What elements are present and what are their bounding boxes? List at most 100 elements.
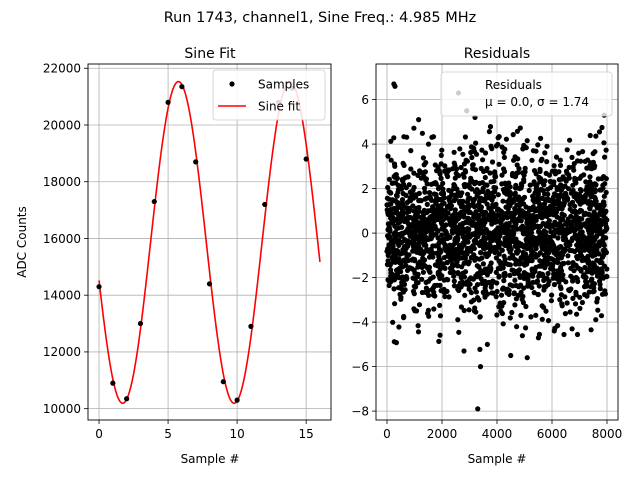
residual-point <box>439 147 445 153</box>
residual-point <box>582 193 588 199</box>
residual-point <box>577 245 584 251</box>
residual-point <box>597 259 603 266</box>
residual-point <box>476 297 482 303</box>
residual-point <box>392 230 398 236</box>
residual-point <box>387 228 393 234</box>
residual-point <box>577 241 583 247</box>
sine-fit-y-axis-label: ADC Counts <box>15 206 29 278</box>
residual-point <box>465 239 471 245</box>
residual-point <box>586 289 592 295</box>
residual-point <box>436 338 442 344</box>
residuals-x-tick-label: 2000 <box>427 427 458 441</box>
residual-point <box>512 237 518 243</box>
residual-point <box>521 231 527 237</box>
residual-point <box>467 209 473 216</box>
residual-point <box>555 206 561 212</box>
residual-point <box>450 166 456 172</box>
residual-point <box>507 203 513 209</box>
residual-point <box>404 200 410 206</box>
residual-point <box>392 301 398 307</box>
residual-point <box>435 203 441 209</box>
residual-point <box>499 247 505 253</box>
residual-point <box>462 292 468 298</box>
residual-point <box>487 124 494 130</box>
residual-point <box>426 264 432 270</box>
residual-point <box>494 280 500 286</box>
residual-point <box>582 264 588 271</box>
residual-point <box>386 176 392 182</box>
residual-point <box>455 253 461 260</box>
residual-point <box>513 296 520 302</box>
residual-point <box>499 216 506 222</box>
residual-point <box>451 283 458 289</box>
residual-point <box>571 261 577 267</box>
residual-point <box>432 262 438 268</box>
residual-point <box>592 252 598 258</box>
residual-point <box>590 280 596 286</box>
residual-point <box>539 316 545 322</box>
residual-point <box>569 326 575 332</box>
residual-point <box>560 246 566 252</box>
residual-point <box>451 182 457 188</box>
residual-point <box>545 270 551 277</box>
residual-point <box>404 134 410 140</box>
residual-point <box>604 225 610 231</box>
residual-point <box>471 204 477 210</box>
residual-point <box>405 243 411 249</box>
residual-point <box>400 191 406 197</box>
residual-point <box>480 157 486 163</box>
residual-point <box>596 129 603 135</box>
residuals-x-tick-label: 8000 <box>592 427 623 441</box>
residual-point <box>411 170 417 176</box>
residuals-y-tick-label: −4 <box>351 315 369 329</box>
residual-point <box>412 256 418 263</box>
sine-fit-x-tick-label: 10 <box>229 427 244 441</box>
residual-point <box>555 246 561 252</box>
residual-point <box>592 214 598 220</box>
sine-fit-x-tick-label: 0 <box>95 427 103 441</box>
residual-point <box>558 182 564 188</box>
sample-point <box>96 284 102 290</box>
residual-point <box>569 237 575 244</box>
residual-point <box>579 299 586 306</box>
residual-point <box>584 211 590 217</box>
residuals-points-layer <box>384 81 610 412</box>
residual-point <box>536 174 542 180</box>
residuals-y-tick-label: 0 <box>361 226 369 240</box>
residual-point <box>423 289 429 296</box>
residual-point <box>427 190 433 196</box>
residual-point <box>516 215 522 221</box>
residual-point <box>436 240 442 246</box>
residual-point <box>514 128 521 134</box>
residual-point <box>526 205 533 211</box>
residual-point <box>395 182 401 188</box>
residual-point <box>578 237 584 243</box>
residual-point <box>570 278 576 284</box>
residual-point <box>424 181 430 187</box>
residual-point <box>531 168 538 174</box>
residual-point <box>557 223 563 229</box>
residual-point <box>390 180 396 186</box>
residual-point <box>599 254 606 260</box>
residual-point <box>577 187 584 193</box>
residual-point <box>556 230 563 236</box>
residual-point <box>530 273 536 279</box>
residual-point <box>422 238 428 244</box>
sample-point <box>179 84 185 90</box>
residual-point <box>420 255 426 261</box>
sine-fit-legend-box <box>212 69 326 121</box>
residual-point <box>484 165 490 172</box>
residual-point <box>574 256 581 262</box>
residual-point <box>460 270 466 276</box>
residual-point <box>432 223 438 229</box>
residual-point <box>389 215 395 221</box>
residual-point <box>421 185 428 191</box>
residual-point <box>592 268 598 275</box>
residual-point <box>533 312 539 318</box>
residual-point <box>522 165 528 171</box>
residual-point <box>482 150 489 156</box>
residual-point <box>393 275 399 281</box>
residual-point <box>551 281 558 288</box>
sample-point <box>165 99 171 105</box>
residual-point <box>602 288 608 294</box>
